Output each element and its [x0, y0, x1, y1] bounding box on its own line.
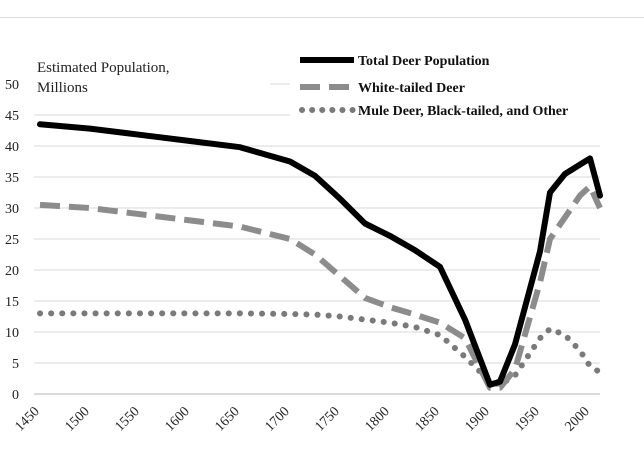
series-lines: [37, 121, 603, 391]
x-tick-1750: 1750: [312, 404, 342, 434]
x-tick-1950: 1950: [512, 404, 542, 434]
y-tick-35: 35: [5, 171, 19, 186]
legend-label-total: Total Deer Population: [358, 54, 490, 69]
y-axis-label-line2: Millions: [37, 80, 88, 96]
series-line-1: [39, 183, 603, 391]
legend-label-white-tailed: White-tailed Deer: [358, 81, 465, 96]
y-tick-25: 25: [5, 233, 19, 248]
y-tick-10: 10: [5, 326, 19, 341]
x-tick-labels: 1450 1500 1550 1600 1650 1700 1750 1800 1850 1900…: [12, 404, 592, 434]
y-tick-labels: 0 5 10 15 20 25 30 35 40 45 50: [5, 78, 19, 403]
y-tick-40: 40: [5, 140, 19, 155]
ylabel-backdrop: [30, 50, 270, 98]
series-line-2: [37, 310, 603, 388]
series-line-0: [37, 121, 603, 388]
y-tick-0: 0: [12, 388, 19, 403]
x-tick-1550: 1550: [112, 404, 142, 434]
x-tick-1500: 1500: [62, 404, 92, 434]
x-tick-1600: 1600: [162, 404, 192, 434]
x-tick-2000: 2000: [562, 404, 592, 434]
y-tick-15: 15: [5, 295, 19, 310]
y-axis-label-line1: Estimated Population,: [37, 60, 170, 76]
y-tick-5: 5: [12, 357, 19, 372]
x-tick-1850: 1850: [412, 404, 442, 434]
x-tick-1650: 1650: [212, 404, 242, 434]
legend-label-mule: Mule Deer, Black-tailed, and Other: [358, 104, 568, 119]
y-tick-45: 45: [5, 109, 19, 124]
y-tick-20: 20: [5, 264, 19, 279]
top-divider: [0, 17, 644, 18]
y-tick-30: 30: [5, 202, 19, 217]
y-tick-50: 50: [5, 78, 19, 93]
legend: Total Deer Population White-tailed Deer …: [299, 54, 568, 119]
x-tick-1700: 1700: [262, 404, 292, 434]
x-tick-1450: 1450: [12, 404, 42, 434]
x-tick-1800: 1800: [362, 404, 392, 434]
x-tick-1900: 1900: [462, 404, 492, 434]
